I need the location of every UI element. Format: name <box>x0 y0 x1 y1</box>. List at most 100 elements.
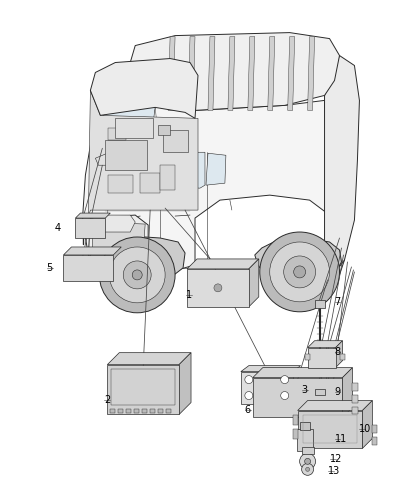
Bar <box>372 425 377 433</box>
Polygon shape <box>75 213 110 218</box>
Bar <box>300 422 310 431</box>
Polygon shape <box>90 237 185 280</box>
Polygon shape <box>363 400 372 448</box>
Polygon shape <box>268 36 275 110</box>
Circle shape <box>214 284 222 292</box>
Text: 11: 11 <box>335 434 347 444</box>
Bar <box>293 430 298 439</box>
Polygon shape <box>187 269 249 307</box>
Circle shape <box>109 247 165 303</box>
Polygon shape <box>253 378 342 418</box>
Text: 4: 4 <box>55 223 60 233</box>
Circle shape <box>293 266 306 278</box>
Polygon shape <box>206 153 226 185</box>
Polygon shape <box>325 56 359 280</box>
Polygon shape <box>83 90 344 280</box>
Bar <box>108 175 133 193</box>
Polygon shape <box>241 372 293 404</box>
Bar <box>340 354 346 360</box>
Text: 1: 1 <box>186 290 192 300</box>
Text: 10: 10 <box>359 424 372 434</box>
Bar <box>293 416 298 425</box>
Polygon shape <box>288 36 295 110</box>
Circle shape <box>100 237 175 313</box>
Circle shape <box>245 376 253 384</box>
Bar <box>140 173 160 193</box>
Bar <box>160 165 175 190</box>
Polygon shape <box>128 33 339 110</box>
Bar <box>134 408 139 413</box>
Text: 9: 9 <box>335 386 340 396</box>
Bar <box>314 389 325 395</box>
Polygon shape <box>249 259 259 307</box>
Text: 13: 13 <box>327 467 340 476</box>
Text: 8: 8 <box>335 347 340 357</box>
Polygon shape <box>88 215 148 278</box>
Polygon shape <box>248 36 255 110</box>
Bar <box>118 408 123 413</box>
Polygon shape <box>188 36 195 110</box>
Circle shape <box>281 376 289 384</box>
Bar <box>142 408 147 413</box>
Circle shape <box>281 392 289 399</box>
Bar <box>314 300 325 308</box>
Bar <box>297 430 312 451</box>
Polygon shape <box>187 259 259 269</box>
Polygon shape <box>88 215 135 232</box>
Bar <box>150 408 155 413</box>
Polygon shape <box>241 366 301 372</box>
Polygon shape <box>64 247 121 255</box>
Polygon shape <box>100 93 155 155</box>
Bar <box>305 354 310 360</box>
Polygon shape <box>92 222 145 252</box>
Polygon shape <box>208 36 215 110</box>
Text: 6: 6 <box>245 405 251 415</box>
Circle shape <box>305 458 310 464</box>
Polygon shape <box>108 150 160 188</box>
Polygon shape <box>75 218 105 238</box>
Circle shape <box>245 392 253 399</box>
Polygon shape <box>107 365 179 415</box>
Polygon shape <box>107 353 191 365</box>
Text: 3: 3 <box>302 384 308 395</box>
Polygon shape <box>64 255 113 281</box>
Text: 5: 5 <box>46 263 53 273</box>
Bar <box>352 383 358 391</box>
Polygon shape <box>255 238 342 283</box>
Circle shape <box>302 463 314 475</box>
Polygon shape <box>88 90 198 218</box>
Text: 2: 2 <box>104 395 110 405</box>
Circle shape <box>270 242 329 302</box>
Polygon shape <box>308 348 335 368</box>
Bar <box>110 408 115 413</box>
Polygon shape <box>253 368 352 378</box>
Polygon shape <box>160 152 205 188</box>
Polygon shape <box>168 36 175 110</box>
Polygon shape <box>298 400 372 410</box>
Polygon shape <box>308 36 314 110</box>
Bar <box>111 369 175 405</box>
Bar <box>115 119 153 138</box>
Polygon shape <box>179 353 191 415</box>
Bar <box>108 128 126 140</box>
Bar <box>352 395 358 403</box>
Bar <box>303 416 357 444</box>
Circle shape <box>306 468 310 471</box>
Bar <box>166 408 171 413</box>
Bar <box>126 408 131 413</box>
Text: 12: 12 <box>329 455 342 464</box>
Bar <box>163 130 188 152</box>
Polygon shape <box>100 90 155 155</box>
Polygon shape <box>308 341 342 348</box>
Circle shape <box>132 270 142 280</box>
Bar <box>158 125 170 135</box>
Polygon shape <box>95 153 113 165</box>
Bar <box>352 407 358 415</box>
Bar <box>105 140 147 170</box>
Bar <box>302 447 314 455</box>
Bar <box>158 408 163 413</box>
Circle shape <box>284 256 316 288</box>
Polygon shape <box>90 59 198 119</box>
Text: 7: 7 <box>335 297 341 307</box>
Bar <box>372 437 377 445</box>
